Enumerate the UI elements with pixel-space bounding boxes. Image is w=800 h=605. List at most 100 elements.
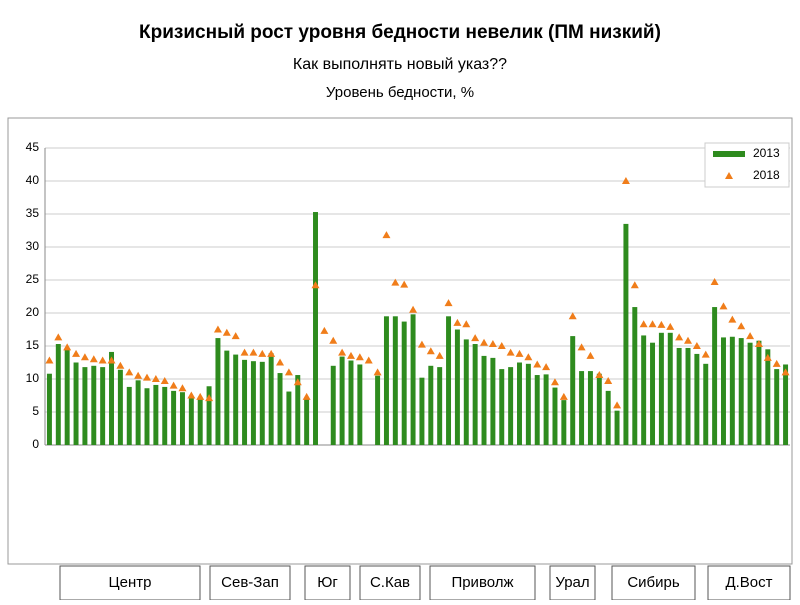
- legend-box: [704, 142, 790, 188]
- bar: [561, 400, 567, 445]
- marker: [497, 342, 506, 349]
- bar: [401, 321, 407, 445]
- marker: [675, 333, 684, 341]
- marker: [231, 332, 240, 340]
- marker: [267, 349, 276, 357]
- bar: [525, 363, 531, 445]
- marker: [107, 356, 116, 364]
- marker: [249, 348, 258, 356]
- group-box: [429, 565, 536, 601]
- bar: [747, 342, 753, 445]
- marker: [453, 318, 462, 326]
- bar: [676, 347, 682, 445]
- bar: [596, 373, 602, 445]
- group-label: Урал: [555, 574, 589, 591]
- group-box: [549, 565, 596, 601]
- bar: [179, 392, 185, 445]
- marker: [116, 361, 125, 369]
- marker: [346, 351, 355, 359]
- marker: [338, 348, 347, 356]
- marker: [426, 347, 435, 355]
- y-tick-label: 0: [32, 437, 39, 451]
- bar: [313, 212, 318, 445]
- bar: [268, 353, 274, 445]
- marker: [329, 336, 338, 344]
- marker: [80, 353, 89, 361]
- marker: [178, 384, 187, 392]
- bar: [206, 386, 212, 445]
- bar: [348, 360, 354, 445]
- bar: [579, 371, 585, 445]
- marker: [258, 349, 267, 357]
- marker: [701, 350, 710, 358]
- marker: [355, 353, 364, 361]
- bar: [783, 364, 789, 445]
- bar: [720, 337, 726, 445]
- marker: [293, 378, 302, 386]
- bar: [756, 340, 762, 445]
- marker: [320, 326, 329, 334]
- bar: [605, 390, 611, 445]
- bar: [738, 338, 744, 445]
- marker: [72, 349, 81, 357]
- marker: [89, 355, 98, 363]
- group-label: Сибирь: [627, 574, 680, 591]
- marker: [595, 371, 604, 379]
- bar: [463, 339, 469, 445]
- marker: [382, 231, 391, 239]
- group-box: [209, 565, 291, 601]
- marker: [45, 356, 54, 364]
- bar: [428, 365, 434, 445]
- bar: [472, 344, 478, 445]
- bar: [286, 391, 292, 445]
- marker: [435, 351, 444, 359]
- marker: [568, 312, 577, 320]
- marker: [373, 368, 382, 376]
- y-tick-label: 40: [26, 173, 40, 187]
- y-tick-label: 10: [26, 371, 40, 385]
- legend-label: 2013: [753, 146, 780, 160]
- group-box: [59, 565, 201, 601]
- bar: [375, 375, 381, 445]
- marker: [577, 343, 586, 351]
- bar: [117, 369, 123, 445]
- marker: [763, 353, 772, 361]
- marker: [417, 340, 426, 348]
- marker: [772, 359, 781, 367]
- marker: [213, 325, 222, 333]
- bar: [73, 362, 79, 445]
- marker: [160, 376, 169, 384]
- chart-frame: [7, 117, 793, 565]
- marker: [613, 401, 622, 409]
- bar: [357, 364, 363, 445]
- bar: [55, 344, 61, 445]
- marker: [710, 277, 719, 285]
- chart-subtitle: Как выполнять новый указ??: [293, 56, 507, 73]
- bar: [250, 361, 256, 445]
- y-tick-label: 5: [32, 404, 39, 418]
- marker: [302, 392, 311, 400]
- bar: [437, 367, 443, 445]
- marker: [196, 392, 205, 400]
- bar: [153, 384, 159, 445]
- bar: [188, 396, 194, 445]
- marker: [604, 376, 613, 384]
- group-label: Приволж: [451, 574, 513, 591]
- y-tick-label: 45: [26, 140, 40, 154]
- bar: [650, 342, 656, 445]
- bar: [570, 336, 576, 445]
- bar: [729, 336, 735, 445]
- bar: [46, 373, 52, 445]
- marker: [630, 281, 639, 289]
- bar: [304, 398, 310, 445]
- marker: [187, 391, 196, 399]
- bar: [658, 332, 664, 445]
- group-label: С.Кав: [370, 574, 410, 591]
- bar: [135, 380, 141, 445]
- marker: [586, 351, 595, 359]
- marker: [657, 320, 666, 328]
- group-box: [359, 565, 421, 601]
- legend-swatch: [713, 151, 745, 157]
- legend-label: 2018: [753, 168, 780, 182]
- bar: [517, 362, 522, 445]
